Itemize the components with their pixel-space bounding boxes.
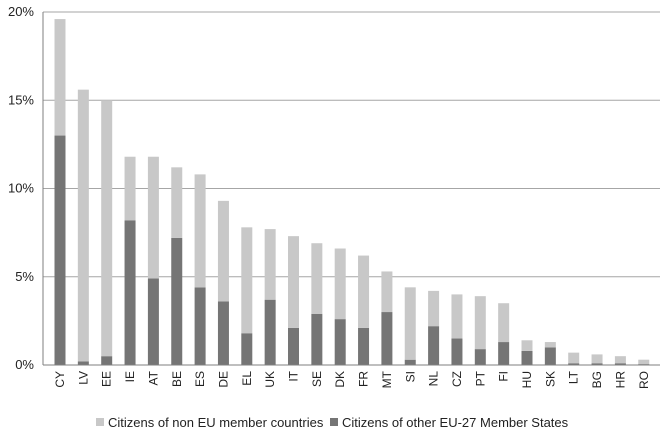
bar-segment-el-non-eu	[241, 227, 253, 334]
bar-segment-hu-other-eu	[521, 350, 533, 365]
bar-segment-nl-other-eu	[428, 326, 440, 365]
bar-segment-es-non-eu	[194, 174, 206, 288]
x-tick-label-be: BE	[170, 371, 184, 387]
bar-segment-si-non-eu	[404, 287, 416, 360]
bar-segment-be-other-eu	[171, 237, 183, 365]
bar-segment-pt-other-eu	[474, 349, 486, 365]
bar-segment-se-other-eu	[311, 313, 323, 365]
bar-segment-cz-non-eu	[451, 294, 463, 339]
x-tick-label-lt: LT	[567, 370, 581, 384]
x-tick-label-ee: EE	[100, 371, 114, 387]
y-axis-tick-labels: 0% 5% 10% 15% 20%	[8, 4, 34, 372]
bar-segment-it-non-eu	[288, 236, 299, 328]
x-tick-label-hr: HR	[613, 371, 627, 389]
x-tick-label-it: IT	[287, 370, 301, 381]
bar-segment-ee-other-eu	[101, 356, 113, 365]
x-tick-label-se: SE	[310, 371, 324, 387]
legend-label-other-eu: Citizens of other EU-27 Member States	[342, 415, 569, 430]
bar-segment-lv-other-eu	[77, 361, 89, 365]
bar-segment-bg-other-eu	[591, 363, 603, 365]
bar-segment-hr-other-eu	[614, 363, 626, 365]
bars	[54, 19, 650, 365]
bar-segment-be-non-eu	[171, 167, 183, 238]
bar-segment-lv-non-eu	[77, 89, 89, 362]
bar-segment-cy-other-eu	[54, 135, 66, 365]
bar-segment-lt-non-eu	[568, 352, 580, 364]
bar-segment-se-non-eu	[311, 243, 323, 314]
legend-label-non-eu: Citizens of non EU member countries	[108, 415, 324, 430]
x-tick-label-uk: UK	[263, 371, 277, 388]
bar-segment-at-non-eu	[147, 156, 159, 279]
x-axis-category-labels: CY LV EE IE AT BE ES DE EL UK IT SE DK FR MT SI NL CZ PT FI…	[53, 370, 651, 389]
bar-segment-nl-non-eu	[428, 290, 440, 327]
bar-segment-fi-other-eu	[498, 342, 510, 365]
bar-segment-si-other-eu	[404, 359, 416, 365]
y-tick-label: 10%	[8, 181, 34, 196]
x-tick-label-hu: HU	[520, 371, 534, 388]
x-tick-label-el: EL	[240, 371, 254, 386]
x-tick-label-cy: CY	[53, 371, 67, 388]
bar-segment-ie-other-eu	[124, 220, 136, 365]
bar-segment-mt-non-eu	[381, 271, 393, 313]
gridlines	[43, 11, 660, 278]
bar-segment-fr-other-eu	[358, 327, 370, 365]
bar-segment-lt-other-eu	[568, 363, 580, 365]
x-tick-label-ro: RO	[637, 371, 651, 389]
bar-segment-hu-non-eu	[521, 340, 533, 351]
x-tick-label-dk: DK	[333, 371, 347, 388]
bar-segment-uk-non-eu	[264, 229, 276, 300]
legend-swatch-other-eu	[330, 418, 338, 426]
bar-segment-it-other-eu	[288, 327, 299, 365]
bar-segment-dk-other-eu	[334, 319, 346, 365]
x-tick-label-pt: PT	[473, 370, 487, 386]
x-tick-label-sk: SK	[543, 371, 557, 387]
bar-segment-ee-non-eu	[101, 100, 113, 357]
bar-segment-de-non-eu	[217, 200, 229, 302]
x-tick-label-si: SI	[403, 371, 417, 382]
bar-segment-fi-non-eu	[498, 303, 510, 343]
x-tick-label-cz: CZ	[450, 371, 464, 387]
y-tick-label: 0%	[15, 357, 34, 372]
y-tick-label: 20%	[8, 4, 34, 19]
bar-segment-es-other-eu	[194, 287, 206, 365]
bar-segment-cy-non-eu	[54, 19, 66, 136]
bar-segment-cz-other-eu	[451, 338, 463, 365]
bar-segment-hr-non-eu	[614, 356, 626, 364]
bar-segment-pt-non-eu	[474, 296, 486, 350]
x-tick-label-lv: LV	[76, 371, 90, 385]
legend: Citizens of non EU member countries Citi…	[96, 415, 569, 430]
bar-segment-ie-non-eu	[124, 156, 136, 221]
bar-segment-bg-non-eu	[591, 354, 603, 364]
x-tick-label-bg: BG	[590, 371, 604, 388]
bar-segment-ro-non-eu	[638, 359, 650, 365]
x-tick-label-de: DE	[216, 371, 230, 388]
x-tick-label-fr: FR	[357, 371, 371, 387]
x-tick-label-fi: FI	[497, 371, 511, 382]
y-tick-label: 15%	[8, 92, 34, 107]
bar-segment-uk-other-eu	[264, 299, 276, 365]
legend-swatch-non-eu	[96, 418, 104, 426]
bar-segment-at-other-eu	[147, 278, 159, 365]
x-tick-label-mt: MT	[380, 370, 394, 388]
x-tick-label-ie: IE	[123, 371, 137, 382]
bar-segment-sk-other-eu	[544, 347, 556, 365]
bar-segment-el-other-eu	[241, 333, 253, 365]
bar-segment-sk-non-eu	[544, 342, 556, 348]
x-tick-label-nl: NL	[427, 371, 441, 387]
x-tick-label-at: AT	[146, 370, 160, 385]
bar-segment-mt-other-eu	[381, 312, 393, 365]
bar-segment-dk-non-eu	[334, 248, 346, 320]
x-tick-label-es: ES	[193, 371, 207, 387]
y-tick-label: 5%	[15, 269, 34, 284]
axes	[42, 12, 660, 366]
bar-segment-de-other-eu	[217, 301, 229, 365]
bar-segment-fr-non-eu	[358, 255, 370, 328]
